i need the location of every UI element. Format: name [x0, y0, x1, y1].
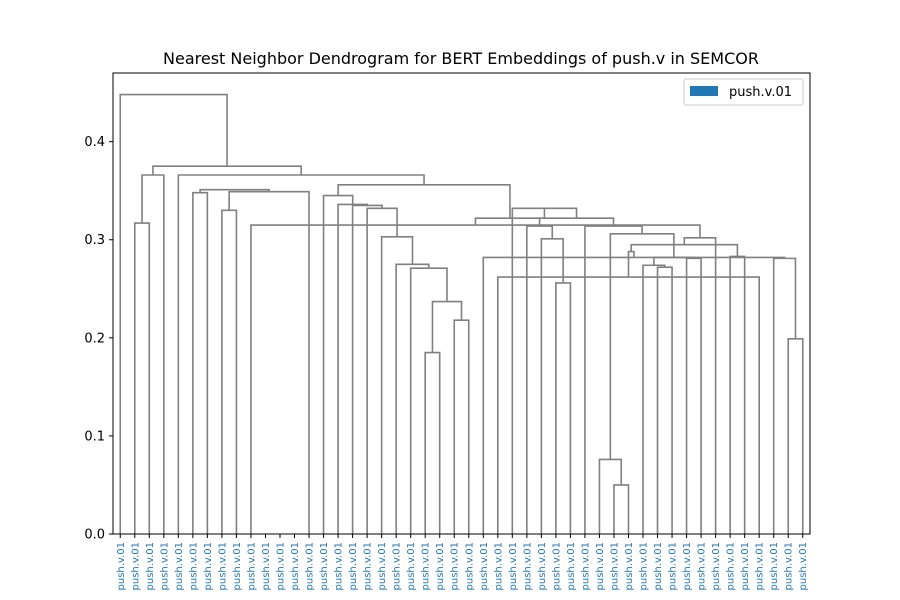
dendrogram-link [787, 338, 804, 534]
leaf-label: push.v.01 [726, 542, 737, 590]
leaf-label: push.v.01 [697, 542, 708, 590]
y-axis: 0.0 0.1 0.2 0.3 0.4 [84, 135, 113, 543]
y-tick-label: 0.2 [84, 331, 105, 346]
dendrogram-links [119, 93, 804, 534]
y-tick-label: 0.0 [84, 528, 105, 543]
leaf-label: push.v.01 [508, 542, 519, 590]
leaf-label: push.v.01 [305, 542, 316, 590]
dendrogram-link [772, 257, 797, 534]
leaf-label: push.v.01 [493, 542, 504, 590]
dendrogram-link [177, 174, 425, 534]
dendrogram-link [228, 190, 310, 534]
dendrogram-link [395, 263, 430, 534]
leaf-label: push.v.01 [784, 542, 795, 590]
leaf-label: push.v.01 [595, 542, 606, 590]
leaf-label: push.v.01 [566, 542, 577, 590]
leaf-label: push.v.01 [464, 542, 475, 590]
dendrogram-link [627, 250, 635, 278]
dendrogram-link [192, 191, 209, 534]
leaf-labels: push.v.01 push.v.01 push.v.01 push.v.01 push… [116, 534, 809, 590]
leaf-label: push.v.01 [392, 542, 403, 590]
leaf-label: push.v.01 [188, 542, 199, 590]
leaf-label: push.v.01 [159, 542, 170, 590]
leaf-label: push.v.01 [116, 542, 127, 590]
dendrogram-link [152, 165, 302, 176]
dendrogram-link [540, 237, 564, 534]
chart-title: Nearest Neighbor Dendrogram for BERT Emb… [163, 49, 759, 68]
leaf-label: push.v.01 [769, 542, 780, 590]
leaf-label: push.v.01 [639, 542, 650, 590]
dendrogram-link [119, 93, 228, 534]
plot-frame [112, 72, 811, 535]
leaf-label: push.v.01 [377, 542, 388, 590]
leaf-label: push.v.01 [130, 542, 141, 590]
leaf-label: push.v.01 [275, 542, 286, 590]
legend-label: push.v.01 [729, 85, 792, 100]
leaf-label: push.v.01 [624, 542, 635, 590]
leaf-label: push.v.01 [261, 542, 272, 590]
dendrogram-link [511, 207, 578, 534]
leaf-label: push.v.01 [580, 542, 591, 590]
leaf-label: push.v.01 [319, 542, 330, 590]
dendrogram-link [538, 217, 615, 227]
leaf-label: push.v.01 [755, 542, 766, 590]
leaf-label: push.v.01 [711, 542, 722, 590]
leaf-label: push.v.01 [653, 542, 664, 590]
legend: push.v.01 [683, 78, 804, 106]
leaf-label: push.v.01 [551, 542, 562, 590]
dendrogram-link [250, 224, 701, 534]
leaf-label: push.v.01 [682, 542, 693, 590]
leaf-label: push.v.01 [798, 542, 809, 590]
dendrogram-link [424, 351, 441, 534]
dendrogram-link [526, 225, 554, 534]
y-tick-label: 0.1 [84, 429, 105, 444]
leaf-label: push.v.01 [668, 542, 679, 590]
dendrogram-link [683, 236, 717, 534]
dendrogram-link [141, 174, 165, 534]
leaf-label: push.v.01 [609, 542, 620, 590]
dendrogram-link [351, 204, 383, 534]
leaf-label: push.v.01 [246, 542, 257, 590]
leaf-label: push.v.01 [348, 542, 359, 590]
leaf-label: push.v.01 [363, 542, 374, 590]
leaf-label: push.v.01 [406, 542, 417, 590]
leaf-label: push.v.01 [537, 542, 548, 590]
legend-swatch [690, 86, 718, 96]
leaf-label: push.v.01 [232, 542, 243, 590]
leaf-label: push.v.01 [203, 542, 214, 590]
dendrogram-link [642, 264, 666, 534]
dendrogram-link [474, 208, 546, 226]
leaf-label: push.v.01 [174, 542, 185, 590]
y-tick-label: 0.4 [84, 135, 105, 150]
y-tick-label: 0.3 [84, 233, 105, 248]
dendrogram-link [199, 188, 270, 193]
dendrogram-link [609, 233, 675, 460]
leaf-label: push.v.01 [217, 542, 228, 590]
leaf-label: push.v.01 [145, 542, 156, 590]
leaf-label: push.v.01 [421, 542, 432, 590]
dendrogram-link [584, 225, 643, 534]
leaf-label: push.v.01 [450, 542, 461, 590]
leaf-label: push.v.01 [522, 542, 533, 590]
dendrogram-link [685, 257, 702, 534]
dendrogram-link [630, 243, 739, 257]
leaf-label: push.v.01 [740, 542, 751, 590]
legend-frame [683, 78, 804, 106]
leaf-label: push.v.01 [334, 542, 345, 590]
leaf-label: push.v.01 [290, 542, 301, 590]
leaf-label: push.v.01 [479, 542, 490, 590]
leaf-label: push.v.01 [435, 542, 446, 590]
